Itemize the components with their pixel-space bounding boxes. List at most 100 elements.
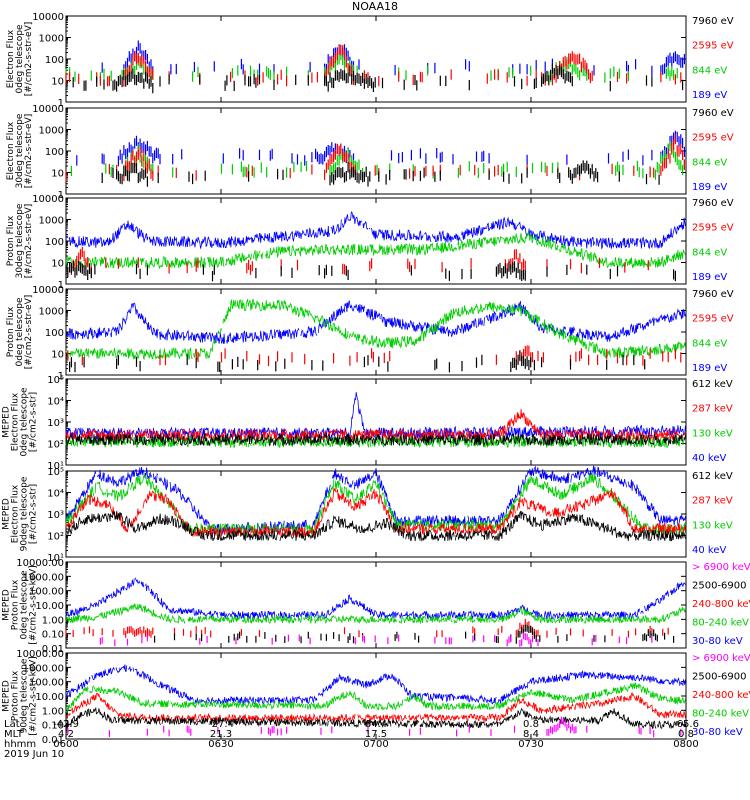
y-tick-label: 100 <box>45 237 64 248</box>
series-spikes <box>101 40 685 77</box>
time-axis-tick-label: 4.2 <box>58 729 74 740</box>
y-tick-label: 1000.00 <box>23 572 64 583</box>
time-axis-row-label: Lat <box>4 719 20 730</box>
legend-entry: 287 keV <box>692 496 733 507</box>
y-tick-label: 1 <box>58 98 64 109</box>
y-tick-label: 10³ <box>47 418 64 429</box>
legend-entry: 240-800 keV <box>692 690 750 701</box>
y-axis-label: [#/cm2-s-str-keV] <box>29 565 39 644</box>
legend-entry: 2595 eV <box>692 41 734 52</box>
y-axis-label: 0deg telescope <box>15 24 25 94</box>
time-axis-tick-label: -42.9 <box>53 719 79 730</box>
y-tick-label: 10² <box>47 440 64 451</box>
series-line <box>65 298 686 361</box>
y-axis-label: Proton Flux <box>6 306 16 357</box>
panel-frame <box>65 378 687 466</box>
y-axis-label: [#/cm2-s-str-eV] <box>24 114 34 189</box>
series-green <box>65 603 686 625</box>
y-axis-label: Electron Flux <box>6 29 16 88</box>
series-spikes <box>65 44 682 87</box>
panel-p2: 1 10 100 1000 10000 Electron Flux 30deg telesc… <box>6 104 734 201</box>
y-axis-label: 90deg telescope <box>20 658 30 733</box>
legend-entry: 844 eV <box>692 247 727 258</box>
legend-entry: 40 keV <box>692 453 726 464</box>
legend-entry: 612 keV <box>692 379 733 390</box>
legend-entry: 844 eV <box>692 338 727 349</box>
legend-entry: > 6900 keV <box>692 562 750 573</box>
series-red <box>65 44 682 87</box>
time-axis-tick-label: 0700 <box>363 739 388 750</box>
panel-frame <box>65 288 687 376</box>
series-blue <box>65 300 686 344</box>
panel-p6: 10¹ 10² 10³ 10⁴ 10⁵ MEPED Electron Flux 90deg t… <box>2 465 733 564</box>
y-tick-label: 10 <box>51 259 64 270</box>
y-tick-label: 10.00 <box>35 692 64 703</box>
time-axis-tick-label: 0630 <box>208 739 233 750</box>
series-line <box>65 706 686 730</box>
legend-entry: 40 keV <box>692 545 726 556</box>
series-red <box>65 488 686 538</box>
time-axis-tick-label: 8.4 <box>523 729 539 740</box>
y-tick-label: 10¹ <box>47 553 64 564</box>
y-axis-label: MEPED <box>2 680 12 712</box>
series-black <box>72 63 684 94</box>
series-black <box>65 510 686 542</box>
time-axis-tick-label: 0800 <box>673 739 698 750</box>
panel-p1: 1 10 100 1000 10000 Electron Flux 0deg telesco… <box>6 12 734 109</box>
legend-entry: 30-80 keV <box>692 636 743 647</box>
y-axis-label: MEPED <box>2 498 12 530</box>
series-black <box>101 160 660 187</box>
series-spikes <box>76 130 685 167</box>
panel-p5: 10¹ 10² 10³ 10⁴ 10⁵ MEPED Electron Flux 0deg te… <box>2 375 733 472</box>
y-tick-label: 0.10 <box>42 721 64 732</box>
y-tick-label: 10.00 <box>35 601 64 612</box>
y-tick-label: 10⁵ <box>47 375 64 386</box>
y-tick-label: 10⁵ <box>47 467 64 478</box>
series-red <box>65 691 686 724</box>
time-axis-tick-label: 0.8 <box>523 719 539 730</box>
y-tick-label: 0.01 <box>42 644 64 655</box>
legend-entry: 130 keV <box>692 520 733 531</box>
y-axis-label: 0deg telescope <box>15 297 25 367</box>
series-black <box>65 706 686 730</box>
panel-p7: 0.01 0.10 1.00 10.00 100.00 1000.00 10000.00 ME… <box>2 558 750 655</box>
y-tick-label: 100.00 <box>29 587 64 598</box>
series-line <box>65 603 686 625</box>
panel-p8: 0.01 0.10 1.00 10.00 100.00 1000.00 10000.00 ME… <box>2 649 750 746</box>
series-spikes <box>72 63 684 94</box>
series-red <box>67 345 682 366</box>
time-axis-tick-label: 21.3 <box>210 729 232 740</box>
y-tick-label: 10000 <box>32 194 64 205</box>
y-tick-label: 10000 <box>32 285 64 296</box>
legend-entry: 7960 eV <box>692 16 734 27</box>
y-tick-label: 10000 <box>32 12 64 23</box>
y-axis-label: [#/cm2-s-str-eV] <box>24 204 34 279</box>
y-axis-label: 30deg telescope <box>15 203 25 278</box>
time-axis-tick-label: 17.5 <box>365 729 387 740</box>
y-tick-label: 100 <box>45 328 64 339</box>
legend-entry: 189 eV <box>692 272 727 283</box>
legend-entry: 80-240 keV <box>692 618 749 629</box>
y-tick-label: 10 <box>51 169 64 180</box>
series-blue <box>65 577 686 621</box>
y-axis-label: 0deg telescope <box>20 570 30 640</box>
y-axis-label: 30deg telescope <box>15 113 25 188</box>
series-line <box>65 473 686 535</box>
y-axis-label: MEPED <box>2 589 12 621</box>
legend-entry: 80-240 keV <box>692 709 749 720</box>
y-tick-label: 10000 <box>32 104 64 115</box>
time-axis-row-label: hhmm <box>4 739 36 750</box>
legend-entry: 30-80 keV <box>692 727 743 738</box>
legend-entry: 240-800 keV <box>692 599 750 610</box>
y-tick-label: 10³ <box>47 510 64 521</box>
series-black <box>65 260 676 282</box>
y-tick-label: 1.00 <box>42 615 64 626</box>
series-green <box>65 473 686 535</box>
series-line <box>65 432 686 447</box>
legend-entry: 2500-6900 <box>692 672 747 683</box>
y-axis-label: [#/cm2-s-str] <box>29 484 39 544</box>
y-axis-label: [#/cm2-s-str-eV] <box>24 295 34 370</box>
y-axis-label: Electron Flux <box>6 121 16 180</box>
